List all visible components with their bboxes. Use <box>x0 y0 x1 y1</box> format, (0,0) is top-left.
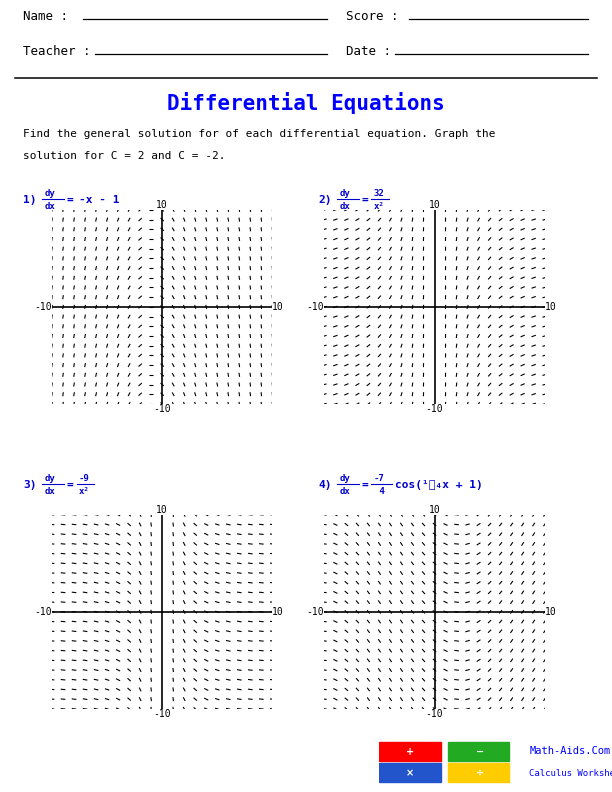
Text: -9: -9 <box>79 474 90 483</box>
Text: 10: 10 <box>428 505 441 515</box>
Text: dx: dx <box>45 202 56 211</box>
Text: x²: x² <box>79 487 90 497</box>
Text: 3): 3) <box>23 480 37 489</box>
Text: cos(¹⁄₄x + 1): cos(¹⁄₄x + 1) <box>395 480 482 489</box>
Text: Date :: Date : <box>346 45 391 58</box>
Text: 2): 2) <box>318 195 332 204</box>
Text: dy: dy <box>340 474 351 483</box>
Text: Math-Aids.Com: Math-Aids.Com <box>529 746 611 756</box>
Text: -10: -10 <box>154 709 171 719</box>
Text: -10: -10 <box>34 302 52 312</box>
Text: -10: -10 <box>307 607 324 617</box>
Text: 1): 1) <box>23 195 37 204</box>
Text: =: = <box>67 195 73 204</box>
Text: ×: × <box>406 767 414 778</box>
Text: ÷: ÷ <box>476 767 483 778</box>
Text: 10: 10 <box>545 607 556 617</box>
Text: -10: -10 <box>426 709 443 719</box>
Text: Score :: Score : <box>346 10 398 23</box>
Text: dx: dx <box>340 202 351 211</box>
Text: Name :: Name : <box>23 10 69 23</box>
Text: 10: 10 <box>545 302 556 312</box>
Text: -10: -10 <box>34 607 52 617</box>
Text: Teacher :: Teacher : <box>23 45 91 58</box>
Text: dx: dx <box>45 487 56 497</box>
Text: Find the general solution for of each differential equation. Graph the: Find the general solution for of each di… <box>23 129 496 139</box>
Text: -10: -10 <box>426 404 443 414</box>
Text: 10: 10 <box>272 607 284 617</box>
Text: =: = <box>362 480 368 489</box>
Text: 32: 32 <box>374 188 385 198</box>
Text: =: = <box>362 195 368 204</box>
Text: 4): 4) <box>318 480 332 489</box>
Bar <box>448 763 509 782</box>
Text: x²: x² <box>374 202 385 211</box>
Text: 10: 10 <box>428 200 441 210</box>
Text: dy: dy <box>45 188 56 198</box>
Text: −: − <box>476 747 483 756</box>
Text: 10: 10 <box>156 505 168 515</box>
Text: 10: 10 <box>156 200 168 210</box>
Text: dy: dy <box>340 188 351 198</box>
Text: dx: dx <box>340 487 351 497</box>
Bar <box>448 742 509 761</box>
Text: -x - 1: -x - 1 <box>79 195 119 204</box>
Text: dy: dy <box>45 474 56 483</box>
Text: =: = <box>67 480 73 489</box>
Text: Calculus Worksheets: Calculus Worksheets <box>529 769 612 778</box>
Text: +: + <box>406 747 414 756</box>
Text: -10: -10 <box>154 404 171 414</box>
Text: Differential Equations: Differential Equations <box>167 92 445 114</box>
Text: 10: 10 <box>272 302 284 312</box>
Bar <box>379 742 441 761</box>
Text: -10: -10 <box>307 302 324 312</box>
Text: solution for C = 2 and C = -2.: solution for C = 2 and C = -2. <box>23 151 226 161</box>
Text: -7: -7 <box>374 474 385 483</box>
Bar <box>379 763 441 782</box>
Text: 4: 4 <box>374 487 385 497</box>
